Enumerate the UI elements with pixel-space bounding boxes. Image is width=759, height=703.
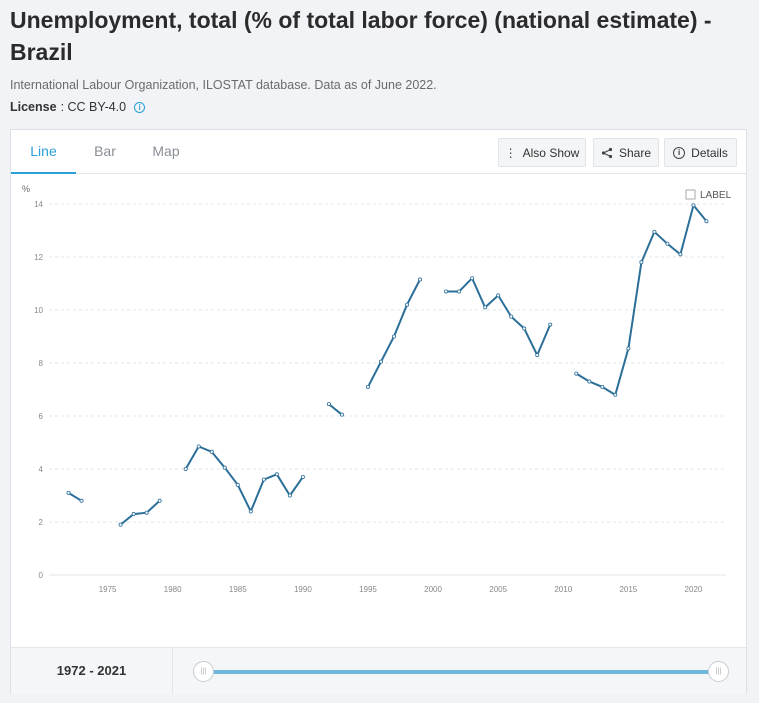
share-label: Share <box>618 145 652 160</box>
data-point <box>522 326 527 331</box>
range-slider-track[interactable] <box>204 670 720 674</box>
data-point <box>457 289 462 294</box>
y-tick-label: 4 <box>39 465 44 474</box>
share-button[interactable]: Share <box>593 138 659 167</box>
data-point <box>613 392 618 397</box>
series-line <box>119 500 161 526</box>
data-point <box>704 219 709 224</box>
data-point <box>144 510 149 515</box>
data-point <box>509 314 514 319</box>
tab-line[interactable]: Line <box>11 130 76 174</box>
also-show-label: Also Show <box>522 145 580 160</box>
x-tick-label: 1975 <box>99 585 117 594</box>
also-show-button[interactable]: ⋮ Also Show <box>498 138 586 167</box>
data-point <box>118 522 123 527</box>
details-info-icon: i <box>673 146 686 159</box>
tab-bar-chart[interactable]: Bar <box>94 143 116 159</box>
data-point <box>574 371 579 376</box>
page-title: Unemployment, total (% of total labor fo… <box>10 7 712 65</box>
license-label: License <box>10 100 57 114</box>
y-tick-label: 8 <box>39 359 44 368</box>
series-line <box>184 445 304 514</box>
license: License : CC BY-4.0 i <box>10 100 146 114</box>
data-point <box>326 402 331 407</box>
data-point <box>652 229 657 234</box>
data-point <box>222 465 227 470</box>
data-point <box>79 498 84 503</box>
vertical-dots-icon: ⋮ <box>504 145 517 160</box>
data-point <box>496 293 501 298</box>
data-point <box>665 241 670 246</box>
data-point <box>196 444 201 449</box>
y-tick-label: 12 <box>34 253 43 262</box>
label-toggle-text: LABEL <box>700 190 732 201</box>
y-tick-label: 10 <box>34 306 43 315</box>
series-line <box>367 279 421 388</box>
data-point <box>66 490 71 495</box>
data-point <box>157 498 162 503</box>
series-line <box>446 276 552 358</box>
data-point <box>365 384 370 389</box>
data-point <box>131 512 136 517</box>
x-tick-label: 2015 <box>619 585 637 594</box>
label-checkbox[interactable] <box>685 189 696 200</box>
data-point <box>587 379 592 384</box>
data-point <box>600 384 605 389</box>
data-point <box>535 353 540 358</box>
data-point <box>548 322 553 327</box>
year-range-label: 1972 - 2021 <box>11 648 173 694</box>
range-footer: 1972 - 2021 ||| ||| <box>11 647 746 694</box>
data-point <box>183 466 188 471</box>
x-tick-label: 2020 <box>685 585 703 594</box>
data-point <box>378 359 383 364</box>
details-button[interactable]: i Details <box>664 138 737 167</box>
tab-bar: Line Bar Map ⋮ Also Show Share i Details <box>11 130 746 174</box>
data-point <box>470 276 475 281</box>
range-end-handle[interactable]: ||| <box>708 661 729 682</box>
data-source: International Labour Organization, ILOST… <box>10 78 437 92</box>
series-line <box>328 403 343 416</box>
y-tick-label: 0 <box>39 571 44 580</box>
data-point <box>691 203 696 208</box>
share-icon <box>601 147 613 158</box>
data-point <box>261 477 266 482</box>
x-tick-label: 1990 <box>294 585 312 594</box>
series-line <box>575 203 708 397</box>
x-tick-label: 2005 <box>489 585 507 594</box>
data-point <box>639 260 644 265</box>
data-point <box>483 305 488 310</box>
range-start-handle[interactable]: ||| <box>193 661 214 682</box>
chart-panel: Line Bar Map ⋮ Also Show Share i Details… <box>10 129 747 694</box>
y-tick-label: 14 <box>34 200 43 209</box>
y-tick-label: 6 <box>39 412 44 421</box>
data-point <box>418 277 423 282</box>
data-point <box>287 493 292 498</box>
data-point <box>209 449 214 454</box>
x-tick-label: 2010 <box>554 585 572 594</box>
data-point <box>405 302 410 307</box>
data-point <box>392 334 397 339</box>
x-tick-label: 1980 <box>164 585 182 594</box>
x-tick-label: 2000 <box>424 585 442 594</box>
y-tick-label: 2 <box>39 518 44 527</box>
y-axis-label: % <box>22 184 30 194</box>
data-point <box>339 412 344 417</box>
line-chart: % 0 2 4 6 8 10 12 14 1975 1980 1985 1990 1995 2000 2005… <box>22 184 732 594</box>
x-tick-label: 1985 <box>229 585 247 594</box>
license-value: : CC BY-4.0 <box>60 100 127 114</box>
x-tick-label: 1995 <box>359 585 377 594</box>
data-point <box>248 509 253 514</box>
info-icon[interactable]: i <box>134 101 146 113</box>
data-point <box>626 346 631 351</box>
tab-map[interactable]: Map <box>152 143 180 159</box>
data-point <box>678 252 683 257</box>
data-point <box>300 474 305 479</box>
data-point <box>274 472 279 477</box>
series-line <box>67 492 83 502</box>
details-label: Details <box>691 145 728 160</box>
data-point <box>444 289 449 294</box>
data-point <box>235 482 240 487</box>
